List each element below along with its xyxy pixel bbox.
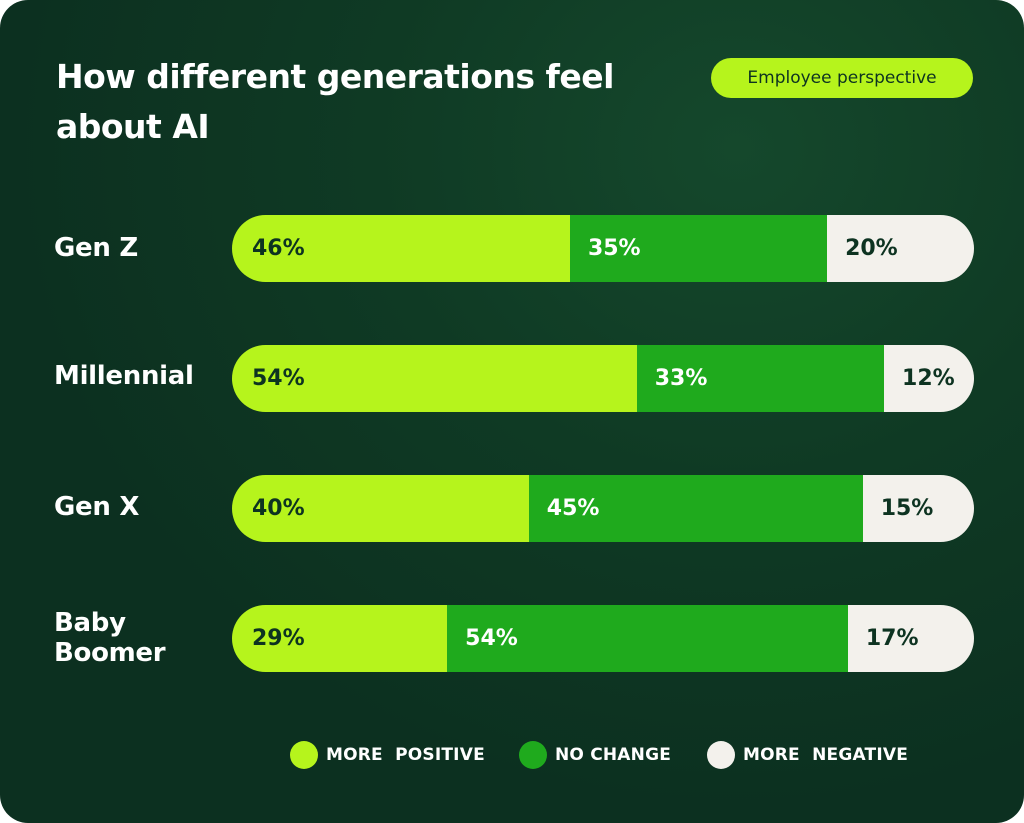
legend-item-more-negative: MORE NEGATIVE: [707, 739, 908, 771]
legend-dot-no-change: [519, 741, 547, 769]
chart-title: How different generations feel about AI: [56, 57, 614, 146]
bar-gen-x: 40% 45% 15%: [232, 475, 974, 542]
legend-dot-more-negative: [707, 741, 735, 769]
bar-segment-millennial-nochange: 33%: [636, 345, 885, 412]
data-label-millennial-positive: 54%: [252, 366, 305, 391]
bar-segment-baby-boomer-negative: 17%: [847, 605, 974, 672]
bar-gen-z: 46% 35% 20%: [232, 215, 974, 282]
bar-segment-gen-x-positive: 40%: [232, 475, 529, 542]
data-label-gen-x-positive: 40%: [252, 496, 305, 521]
bar-segment-gen-z-positive: 46%: [232, 215, 570, 282]
bar-segment-baby-boomer-nochange: 54%: [447, 605, 848, 672]
perspective-badge: Employee perspective: [711, 58, 973, 98]
bar-segment-gen-x-negative: 15%: [862, 475, 974, 542]
data-label-baby-boomer-nochange: 54%: [465, 626, 518, 651]
legend-label-no-change: NO CHANGE: [555, 745, 672, 765]
data-label-gen-z-positive: 46%: [252, 236, 305, 261]
bar-segment-gen-z-nochange: 35%: [569, 215, 828, 282]
data-label-gen-x-nochange: 45%: [546, 496, 600, 521]
row-label-millennial: Millennial: [54, 361, 194, 391]
legend: MORE POSITIVE NO CHANGE MORE NEGATIVE: [0, 739, 1024, 771]
row-label-baby-boomer: Baby Boomer: [54, 608, 166, 668]
data-label-gen-z-negative: 20%: [845, 236, 898, 261]
legend-item-more-positive: MORE POSITIVE: [290, 739, 485, 771]
data-label-gen-z-nochange: 35%: [587, 236, 641, 261]
bar-segment-gen-x-nochange: 45%: [528, 475, 863, 542]
data-label-millennial-negative: 12%: [902, 366, 955, 391]
data-label-baby-boomer-negative: 17%: [865, 626, 919, 651]
bar-segment-gen-z-negative: 20%: [827, 215, 974, 282]
row-label-gen-z: Gen Z: [54, 233, 138, 263]
data-label-gen-x-negative: 15%: [880, 496, 934, 521]
bar-segment-baby-boomer-positive: 29%: [232, 605, 448, 672]
bar-segment-millennial-positive: 54%: [232, 345, 637, 412]
bar-segment-millennial-negative: 12%: [884, 345, 974, 412]
data-label-baby-boomer-positive: 29%: [252, 626, 305, 651]
legend-item-no-change: NO CHANGE: [519, 739, 671, 771]
row-label-gen-x: Gen X: [54, 492, 140, 522]
legend-dot-more-positive: [290, 741, 318, 769]
legend-label-more-positive: MORE POSITIVE: [326, 745, 485, 765]
bar-millennial: 54% 33% 12%: [232, 345, 974, 412]
legend-label-more-negative: MORE NEGATIVE: [743, 745, 909, 765]
data-label-millennial-nochange: 33%: [654, 366, 708, 391]
bar-baby-boomer: 29% 54% 17%: [232, 605, 974, 672]
